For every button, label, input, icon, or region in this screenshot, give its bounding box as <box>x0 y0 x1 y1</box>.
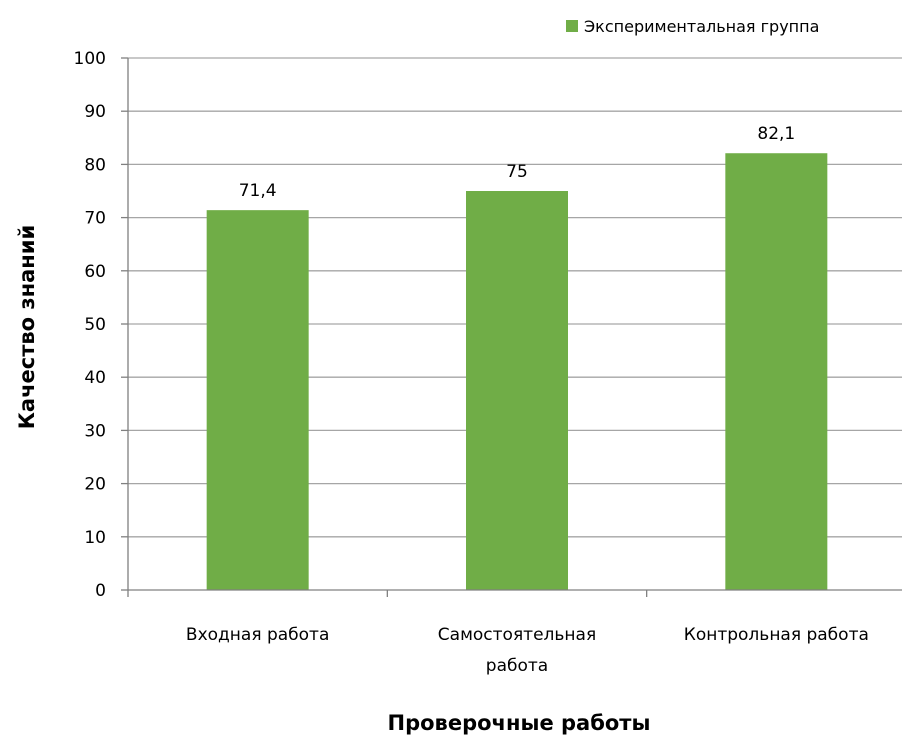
y-axis-ticks: 0 10 20 30 40 50 60 70 80 90 100 <box>74 49 128 601</box>
y-tick-label: 80 <box>84 155 106 175</box>
y-tick-label: 20 <box>84 475 106 495</box>
y-tick-label: 70 <box>84 209 106 229</box>
y-tick-label: 30 <box>84 421 106 441</box>
y-axis-title: Качество знаний <box>15 225 39 429</box>
y-tick-label: 50 <box>84 315 106 335</box>
data-label: 82,1 <box>757 124 795 144</box>
data-label: 75 <box>506 162 528 182</box>
y-tick-label: 90 <box>84 102 106 122</box>
data-labels: 71,4 75 82,1 <box>239 124 796 201</box>
x-category-label: работа <box>486 656 548 676</box>
x-axis <box>127 58 902 597</box>
bars <box>206 153 828 591</box>
legend: Экспериментальная группа <box>566 17 819 36</box>
legend-label: Экспериментальная группа <box>584 17 819 36</box>
x-category-label: Контрольная работа <box>684 625 869 645</box>
bar <box>466 191 568 590</box>
legend-swatch <box>566 20 578 32</box>
x-category-label: Входная работа <box>186 625 329 645</box>
x-category-label: Самостоятельная <box>438 625 596 645</box>
y-tick-label: 100 <box>74 49 106 69</box>
bar <box>206 210 309 591</box>
data-label: 71,4 <box>239 181 277 201</box>
y-tick-label: 10 <box>84 528 106 548</box>
y-tick-label: 60 <box>84 262 106 282</box>
x-axis-category-labels: Входная работа Самостоятельная работа Контр… <box>186 625 869 676</box>
bar <box>725 153 828 590</box>
x-axis-title: Проверочные работы <box>388 711 651 735</box>
y-tick-label: 0 <box>95 581 106 601</box>
y-tick-label: 40 <box>84 368 106 388</box>
